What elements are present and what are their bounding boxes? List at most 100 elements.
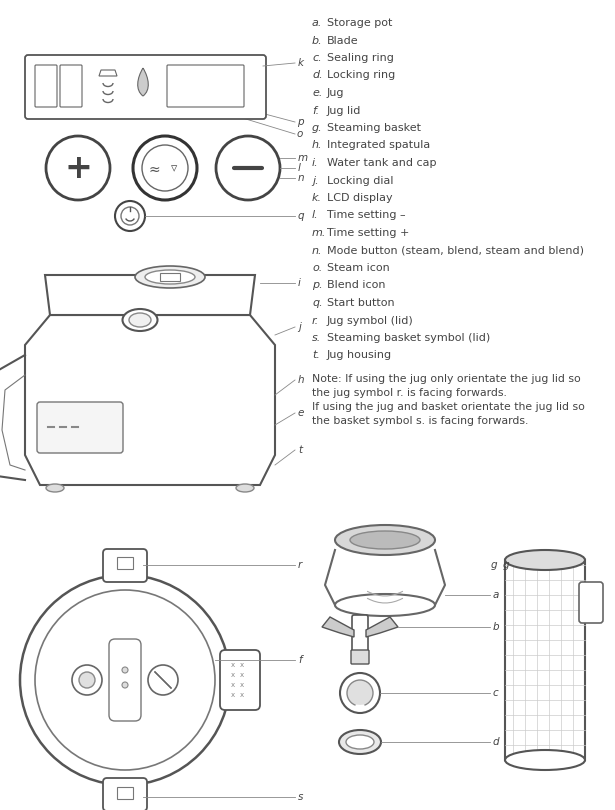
Circle shape [148, 665, 178, 695]
Text: d.: d. [312, 70, 323, 80]
Text: q: q [298, 211, 304, 221]
Circle shape [121, 207, 139, 225]
FancyBboxPatch shape [103, 778, 147, 810]
Text: j: j [298, 322, 301, 332]
PathPatch shape [138, 68, 148, 96]
Text: If using the jug and basket orientate the jug lid so: If using the jug and basket orientate th… [312, 402, 585, 412]
Circle shape [122, 682, 128, 688]
Circle shape [35, 590, 215, 770]
Text: 8: 8 [65, 77, 77, 97]
Bar [160, 273, 180, 281]
Ellipse shape [346, 735, 374, 749]
Text: g.: g. [312, 123, 323, 133]
Text: Jug: Jug [327, 88, 344, 98]
Text: g: g [490, 560, 497, 570]
Text: g: g [503, 560, 510, 570]
Text: Time setting –: Time setting – [327, 211, 406, 220]
Text: Blade: Blade [327, 36, 359, 45]
Text: Steam icon: Steam icon [327, 263, 390, 273]
FancyBboxPatch shape [35, 65, 57, 107]
Text: s.: s. [312, 333, 321, 343]
Text: x: x [240, 672, 244, 678]
Text: Steaming basket: Steaming basket [327, 123, 421, 133]
Text: ≈: ≈ [148, 163, 160, 177]
Text: b.: b. [312, 36, 323, 45]
Text: q.: q. [312, 298, 323, 308]
Text: m.: m. [312, 228, 327, 238]
Text: Integrated spatula: Integrated spatula [327, 140, 430, 151]
FancyBboxPatch shape [167, 65, 244, 107]
FancyBboxPatch shape [351, 650, 369, 664]
Ellipse shape [335, 594, 435, 616]
Text: b: b [493, 622, 499, 632]
FancyBboxPatch shape [37, 402, 123, 453]
Text: x: x [231, 662, 235, 668]
Text: Locking dial: Locking dial [327, 176, 394, 185]
Text: p.: p. [312, 280, 323, 291]
Text: Storage pot: Storage pot [327, 18, 392, 28]
Circle shape [115, 201, 145, 231]
Circle shape [46, 136, 110, 200]
Text: a.: a. [312, 18, 322, 28]
Text: o: o [297, 129, 303, 139]
Polygon shape [322, 617, 354, 637]
Text: Time setting +: Time setting + [327, 228, 410, 238]
Ellipse shape [236, 484, 254, 492]
Ellipse shape [129, 313, 151, 327]
Text: Jug lid: Jug lid [327, 105, 362, 116]
Text: i: i [298, 278, 301, 288]
Ellipse shape [339, 730, 381, 754]
Text: h: h [298, 375, 304, 385]
Text: x: x [231, 672, 235, 678]
Bar [117, 787, 133, 799]
Text: n.: n. [312, 245, 322, 255]
Text: t.: t. [312, 351, 320, 360]
Text: Jug housing: Jug housing [327, 351, 392, 360]
Polygon shape [45, 275, 255, 315]
Text: +: + [64, 151, 92, 185]
Polygon shape [366, 617, 398, 637]
Text: l: l [298, 163, 301, 173]
Text: f.: f. [312, 105, 319, 116]
Text: x: x [240, 692, 244, 698]
Text: Locking ring: Locking ring [327, 70, 395, 80]
Circle shape [133, 136, 197, 200]
Text: l.: l. [312, 211, 319, 220]
Text: m: m [298, 153, 308, 163]
Text: o.: o. [312, 263, 322, 273]
Text: Blend icon: Blend icon [327, 280, 386, 291]
Text: j.: j. [312, 176, 319, 185]
Circle shape [347, 680, 373, 706]
Text: c: c [493, 688, 499, 698]
Text: Mode button (steam, blend, steam and blend): Mode button (steam, blend, steam and ble… [327, 245, 584, 255]
Circle shape [340, 673, 380, 713]
Text: k: k [298, 58, 304, 68]
Text: r: r [298, 560, 302, 570]
Text: k.: k. [312, 193, 322, 203]
Ellipse shape [505, 750, 585, 770]
Text: the basket symbol s. is facing forwards.: the basket symbol s. is facing forwards. [312, 416, 528, 426]
Text: x: x [231, 682, 235, 688]
FancyBboxPatch shape [109, 639, 141, 721]
FancyBboxPatch shape [352, 615, 368, 655]
Circle shape [216, 136, 280, 200]
Ellipse shape [505, 550, 585, 570]
Text: ▿: ▿ [171, 163, 177, 176]
Text: x: x [240, 682, 244, 688]
Circle shape [20, 575, 230, 785]
Text: Jug symbol (lid): Jug symbol (lid) [327, 316, 414, 326]
Text: a: a [493, 590, 499, 600]
Ellipse shape [350, 531, 420, 549]
Text: c.: c. [312, 53, 322, 63]
Ellipse shape [135, 266, 205, 288]
Text: n: n [298, 173, 304, 183]
Text: Water tank and cap: Water tank and cap [327, 158, 437, 168]
Text: d: d [493, 737, 499, 747]
Polygon shape [25, 315, 275, 485]
FancyBboxPatch shape [60, 65, 82, 107]
Text: h.: h. [312, 140, 322, 151]
FancyBboxPatch shape [103, 549, 147, 582]
Text: e.: e. [312, 88, 322, 98]
Text: x: x [231, 692, 235, 698]
FancyBboxPatch shape [25, 55, 266, 119]
